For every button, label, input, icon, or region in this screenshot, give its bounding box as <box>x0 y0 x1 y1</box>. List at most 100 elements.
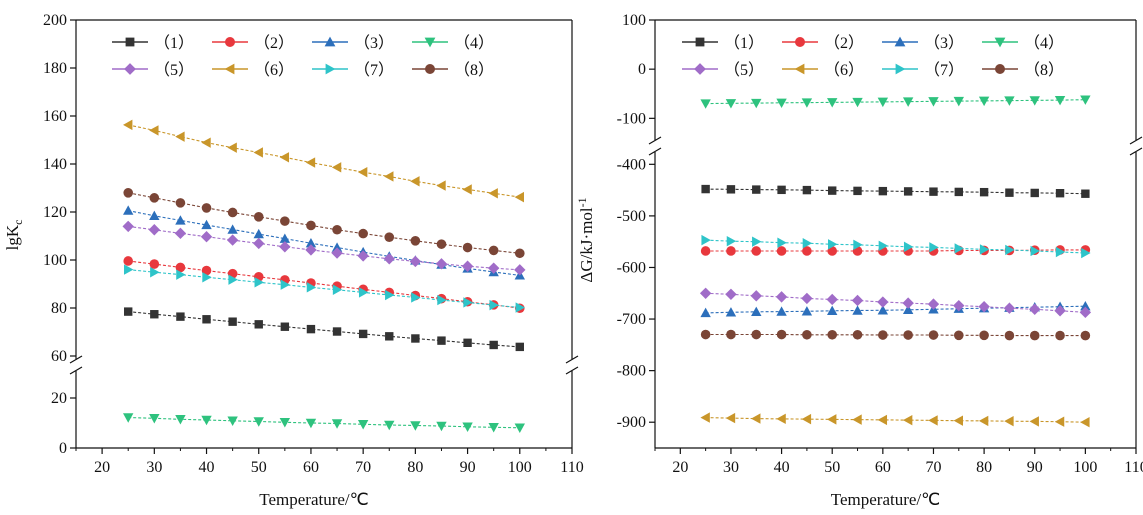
data-point <box>411 292 421 303</box>
data-point <box>254 320 263 329</box>
data-point <box>827 305 838 315</box>
data-point <box>1081 247 1091 259</box>
data-point <box>878 240 889 252</box>
series-line <box>705 333 1086 337</box>
x-ticks: 20 30 40 50 60 70 80 90 100 110 <box>75 448 584 476</box>
data-point <box>777 185 786 195</box>
data-point <box>1055 189 1065 198</box>
data-point <box>201 203 212 213</box>
legend-marker <box>994 37 1006 48</box>
legend-item-3: （3） <box>312 34 394 52</box>
data-point <box>827 414 837 425</box>
data-point <box>699 287 712 299</box>
data-point <box>436 180 446 191</box>
data-point <box>409 255 422 268</box>
legend-item-5: （5） <box>682 61 764 79</box>
data-point <box>776 329 787 340</box>
data-point <box>201 265 212 276</box>
data-point <box>853 239 863 250</box>
data-point <box>700 307 711 318</box>
data-point <box>1029 330 1040 341</box>
data-point <box>358 287 369 298</box>
series-line <box>705 99 1086 105</box>
x-axis-title: Temperature/℃ <box>831 490 940 509</box>
data-point <box>357 420 369 430</box>
data-point <box>979 330 989 341</box>
y-ticks: -900 -800 -700 -600 -500 -400 -100 0 100 <box>617 12 655 431</box>
data-point <box>776 98 787 109</box>
data-point <box>488 188 498 199</box>
data-point <box>385 332 394 341</box>
data-point <box>927 298 940 310</box>
data-point <box>750 290 762 302</box>
data-point <box>828 186 837 195</box>
data-point <box>852 305 863 315</box>
series-6 <box>700 412 1090 428</box>
data-point <box>305 244 317 256</box>
data-point <box>726 185 736 194</box>
data-point <box>435 258 448 270</box>
data-point <box>279 152 290 163</box>
data-point <box>725 288 737 300</box>
data-point <box>123 413 134 423</box>
y-tick-label: 20 <box>51 390 67 407</box>
data-point <box>384 232 395 242</box>
data-point <box>514 191 524 203</box>
y-tick-label: 60 <box>51 348 67 365</box>
data-point <box>331 162 342 173</box>
data-point <box>462 422 473 432</box>
data-point <box>227 207 238 218</box>
right-chart-delta-g: 20 30 40 50 60 70 80 90 100 110 -900 -800 -700 -600 -5… <box>575 12 1143 509</box>
series-line <box>128 311 520 348</box>
series-line <box>128 124 520 198</box>
legend-marker <box>425 64 435 74</box>
y-tick-label: 200 <box>43 12 67 29</box>
data-point <box>253 417 264 427</box>
data-point <box>802 246 812 256</box>
data-point <box>1079 306 1092 319</box>
y-axis-title: ΔG/kJ·mol-1 <box>575 197 596 282</box>
x-tick-label: 110 <box>1124 459 1143 476</box>
data-point <box>202 272 212 283</box>
data-point <box>1080 95 1091 105</box>
x-tick-label: 50 <box>824 459 840 476</box>
data-point <box>828 239 838 250</box>
legend-item-8: （8） <box>982 61 1064 79</box>
data-point <box>358 329 368 339</box>
axis-break-mark <box>69 366 83 375</box>
data-point <box>978 300 990 313</box>
data-point <box>902 414 913 426</box>
data-point <box>279 233 291 243</box>
legend-marker <box>995 64 1005 74</box>
legend-label: （6） <box>824 61 864 79</box>
data-point <box>123 205 134 215</box>
legend-label: （1） <box>724 34 764 52</box>
data-point <box>514 264 526 276</box>
series-4 <box>700 95 1091 109</box>
data-point <box>928 330 939 340</box>
legend-marker <box>894 36 906 47</box>
data-point <box>954 187 963 197</box>
data-point <box>124 264 134 275</box>
x-tick-label: 80 <box>407 459 423 476</box>
data-point <box>902 97 914 107</box>
axis-break-mark <box>648 147 662 156</box>
data-point <box>358 228 368 239</box>
data-point <box>488 245 499 256</box>
data-point <box>227 224 238 234</box>
data-point <box>751 98 762 109</box>
data-point <box>436 239 447 249</box>
data-point <box>411 334 420 343</box>
y-tick-label: -500 <box>617 208 646 225</box>
data-point <box>253 147 263 158</box>
legend-item-2: （2） <box>782 34 864 52</box>
data-point <box>384 420 395 431</box>
data-point <box>1081 189 1090 198</box>
data-point <box>410 236 421 246</box>
axis-break-mark <box>565 366 579 375</box>
x-tick-label: 20 <box>94 459 110 476</box>
series-line <box>128 210 520 276</box>
data-point <box>929 187 938 196</box>
data-point <box>385 289 395 301</box>
data-point <box>751 306 762 317</box>
